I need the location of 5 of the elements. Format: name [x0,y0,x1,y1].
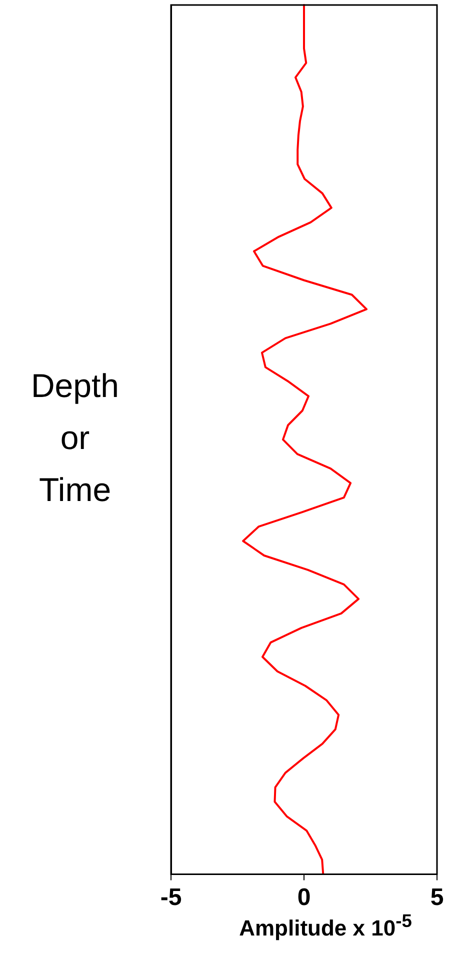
x-tick-label: 5 [430,884,444,912]
x-axis-title: Amplitude x 10$^{-5}$ [238,910,413,942]
x-tick-label: 0 [297,884,311,912]
x-tick-label: -5 [160,884,182,912]
y-axis-title: Depth or Time [30,366,120,510]
